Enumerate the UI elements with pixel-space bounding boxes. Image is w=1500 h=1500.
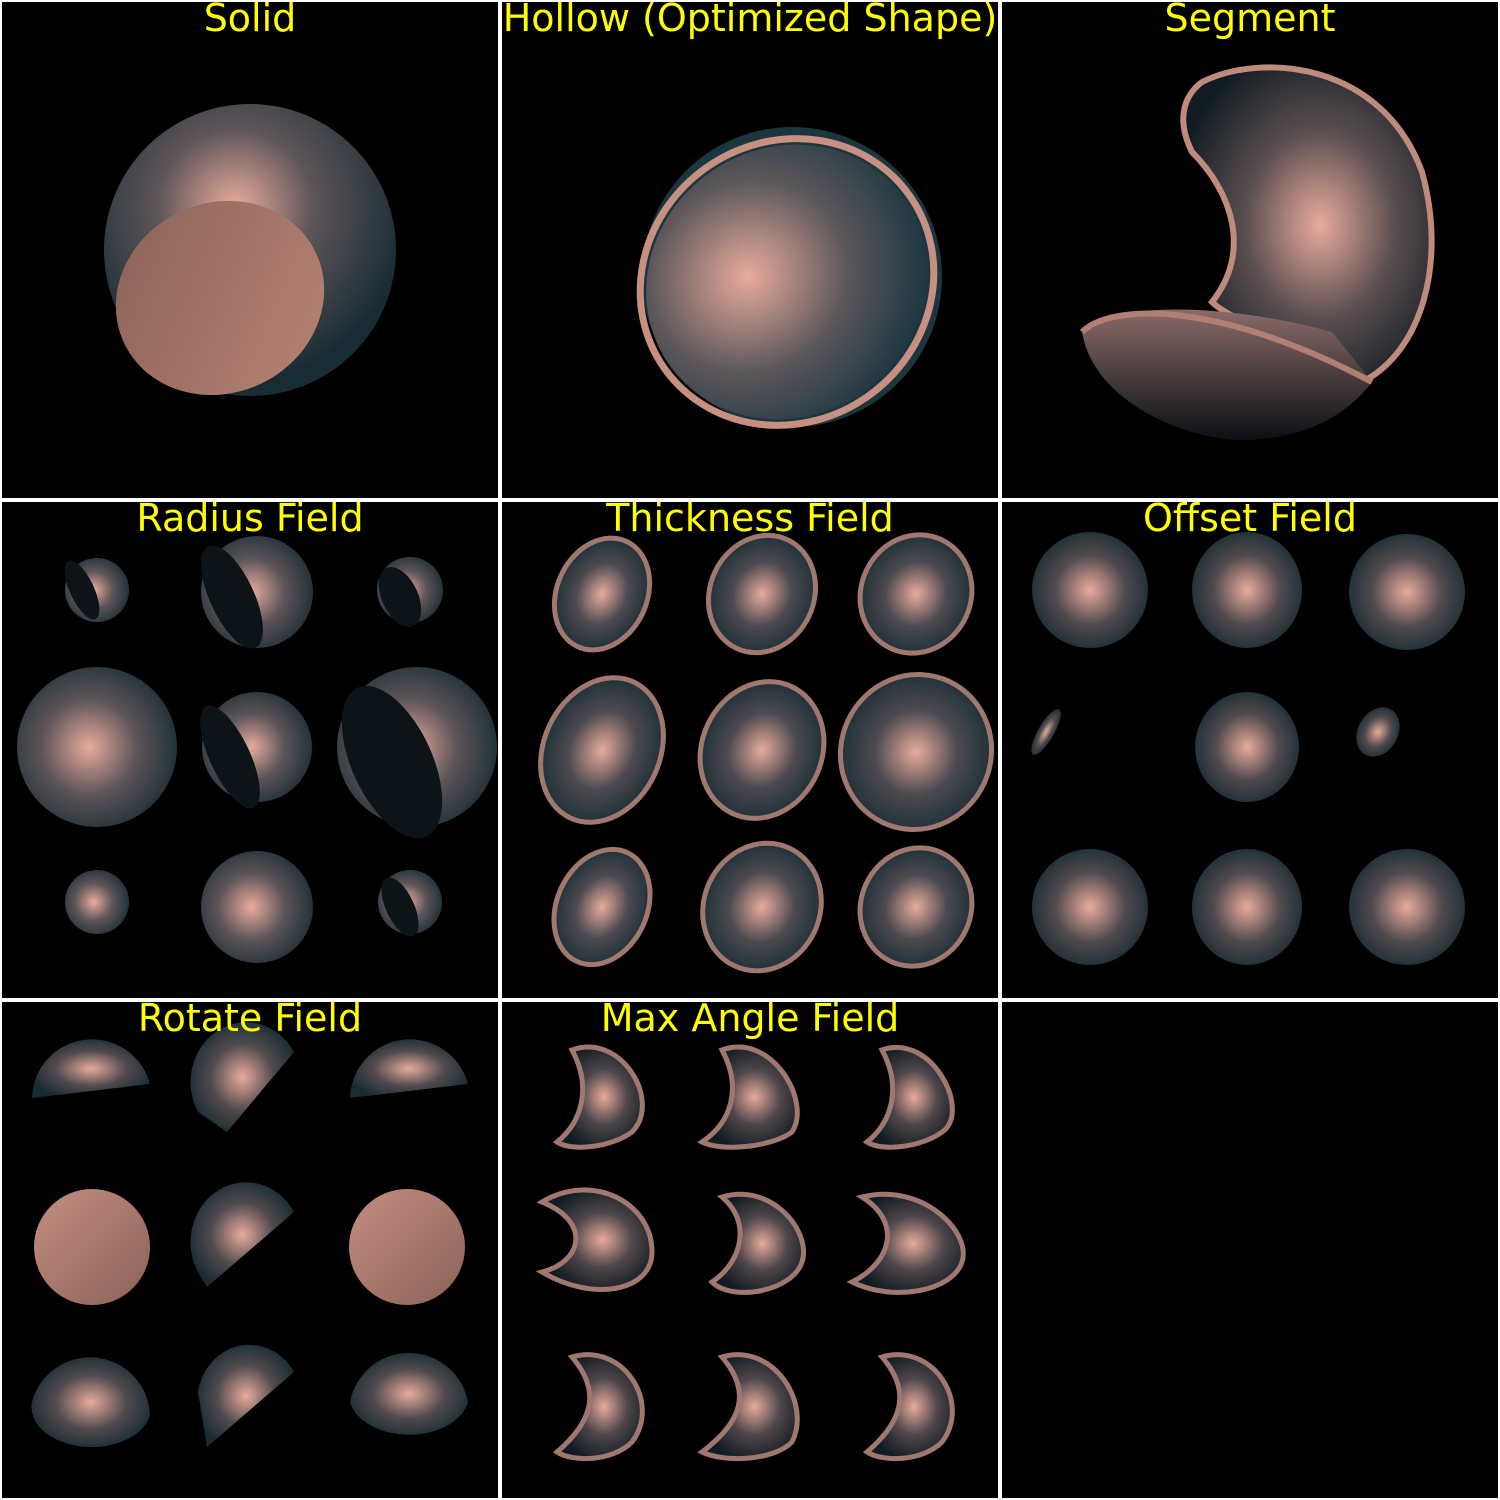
sphere-grid — [1031, 532, 1465, 965]
hemisphere — [350, 1039, 468, 1098]
panel-title: Max Angle Field — [600, 1002, 900, 1040]
panel-title: Radius Field — [136, 502, 364, 540]
hemisphere — [201, 851, 313, 963]
segment-grid — [535, 1044, 966, 1462]
segment — [697, 1044, 800, 1150]
hollow-render — [636, 127, 942, 429]
panel-title: Segment — [1164, 2, 1336, 40]
panel-title: Thickness Field — [606, 502, 894, 540]
panel-thickness-field: Thickness Field — [502, 502, 998, 998]
panel-hollow: Hollow (Optimized Shape) — [502, 2, 998, 498]
hemisphere — [190, 1022, 294, 1132]
max-angle-field-render — [535, 1044, 966, 1462]
radius-field-render — [17, 536, 497, 963]
panel-rotate-field: Rotate Field — [2, 1002, 498, 1498]
sphere — [1032, 849, 1148, 965]
hemisphere — [190, 1182, 294, 1287]
panel-title: Hollow (Optimized Shape) — [502, 2, 998, 40]
panel-radius-field: Radius Field — [2, 502, 498, 998]
segment-render — [1079, 64, 1435, 441]
hemisphere — [31, 1357, 150, 1448]
thickness-field-render — [538, 532, 995, 974]
hemisphere — [350, 1352, 468, 1435]
sphere — [1349, 849, 1465, 965]
panel-title: Offset Field — [1143, 502, 1357, 540]
sphere — [1192, 532, 1302, 648]
segment — [697, 1352, 800, 1461]
shell-rim — [636, 135, 938, 429]
segment — [862, 1045, 955, 1150]
panel-offset-field: Offset Field — [1002, 502, 1498, 998]
segment — [846, 1191, 966, 1295]
rotate-field-render — [31, 1022, 468, 1448]
panel-title: Rotate Field — [137, 1002, 363, 1040]
offset-field-render — [1031, 532, 1465, 965]
shell-grid — [538, 532, 995, 974]
cut-face — [34, 1189, 150, 1305]
segment — [535, 1187, 655, 1292]
segment — [862, 1352, 955, 1462]
panel-max-angle-field: Max Angle Field — [502, 1002, 998, 1498]
shell — [551, 535, 653, 653]
solid-render — [104, 104, 396, 396]
panel-title: Solid — [203, 2, 297, 40]
hemisphere-grid — [31, 1022, 468, 1448]
sphere — [1032, 532, 1148, 648]
cut-face — [115, 200, 325, 396]
segment-bottom-rim — [1079, 310, 1374, 385]
shell — [700, 840, 824, 974]
shell — [538, 675, 666, 825]
panel-empty — [1002, 1002, 1498, 1498]
hemisphere — [65, 870, 129, 934]
shell — [857, 532, 975, 656]
sphere — [1349, 534, 1465, 650]
sphere — [1195, 692, 1299, 802]
segment — [552, 1352, 645, 1462]
shell — [857, 845, 975, 969]
hemisphere — [17, 667, 177, 827]
panel-segment: Segment — [1002, 2, 1498, 498]
shell — [697, 679, 827, 821]
panel-solid: Solid — [2, 2, 498, 498]
sphere — [1192, 849, 1302, 965]
hemisphere-grid — [17, 536, 497, 963]
shell — [705, 532, 819, 656]
segment — [708, 1191, 806, 1295]
shell — [837, 672, 995, 832]
segment — [552, 1044, 645, 1150]
hemisphere — [198, 1344, 294, 1447]
shell-inner — [646, 144, 928, 420]
hemisphere — [32, 1039, 150, 1098]
sphere — [1031, 709, 1061, 755]
sphere — [1356, 707, 1400, 757]
shell — [551, 846, 653, 968]
cut-face — [349, 1189, 465, 1305]
segment-bottom — [1082, 309, 1372, 441]
